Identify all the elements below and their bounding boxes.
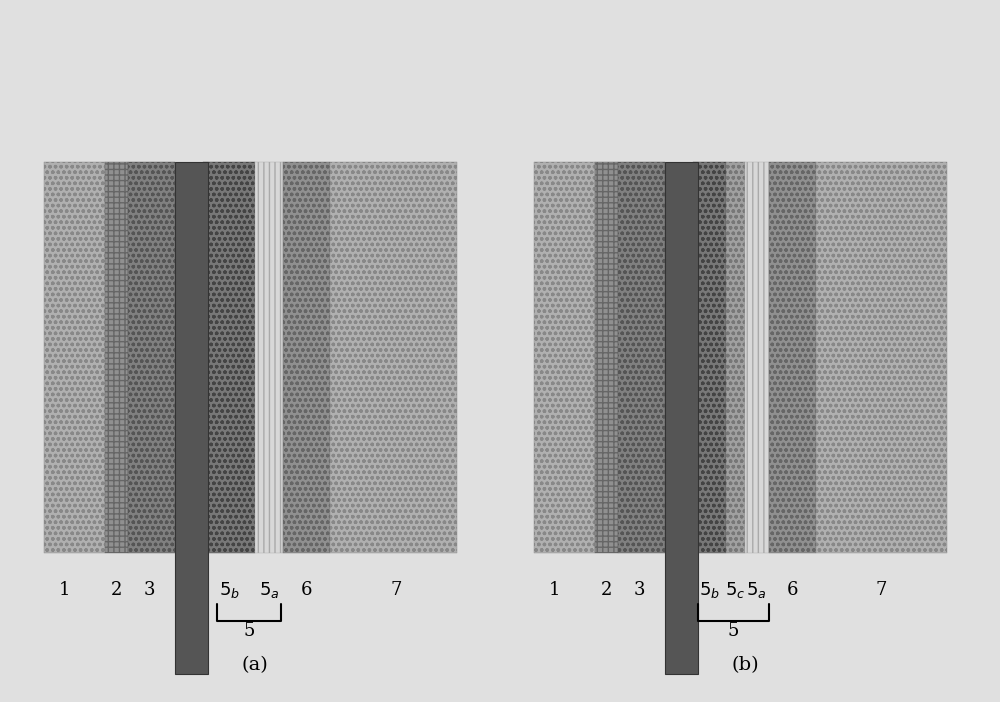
Bar [618, 162, 665, 553]
Text: (b): (b) [731, 656, 759, 675]
Text: 1: 1 [59, 581, 70, 600]
Bar [726, 162, 745, 553]
Text: (a): (a) [242, 656, 268, 675]
Text: 2: 2 [111, 581, 122, 600]
Bar [255, 162, 283, 553]
Text: 7: 7 [876, 581, 887, 600]
Text: 3: 3 [144, 581, 155, 600]
Bar [283, 162, 330, 553]
Bar [768, 162, 816, 553]
Bar [745, 162, 768, 553]
Bar [44, 162, 105, 553]
Text: 6: 6 [301, 581, 312, 600]
Bar [693, 162, 726, 553]
Text: 5: 5 [243, 622, 255, 640]
Text: 1: 1 [549, 581, 560, 600]
Bar [595, 162, 618, 553]
Text: 6: 6 [786, 581, 798, 600]
Text: $5_b$: $5_b$ [219, 581, 240, 600]
Bar [128, 162, 175, 553]
Text: 7: 7 [390, 581, 402, 600]
Text: 4: 4 [676, 622, 687, 640]
Bar [816, 162, 947, 553]
Text: 5: 5 [728, 622, 739, 640]
Text: 4: 4 [186, 622, 197, 640]
Bar [330, 162, 457, 553]
Text: $5_a$: $5_a$ [259, 581, 279, 600]
Text: $5_b$: $5_b$ [699, 581, 720, 600]
Bar [175, 162, 208, 675]
Bar [105, 162, 128, 553]
Bar [665, 162, 698, 675]
Text: 2: 2 [601, 581, 612, 600]
Text: $5_c$: $5_c$ [725, 581, 746, 600]
Text: 3: 3 [634, 581, 645, 600]
Text: $5_a$: $5_a$ [746, 581, 767, 600]
Bar [203, 162, 255, 553]
Bar [534, 162, 595, 553]
